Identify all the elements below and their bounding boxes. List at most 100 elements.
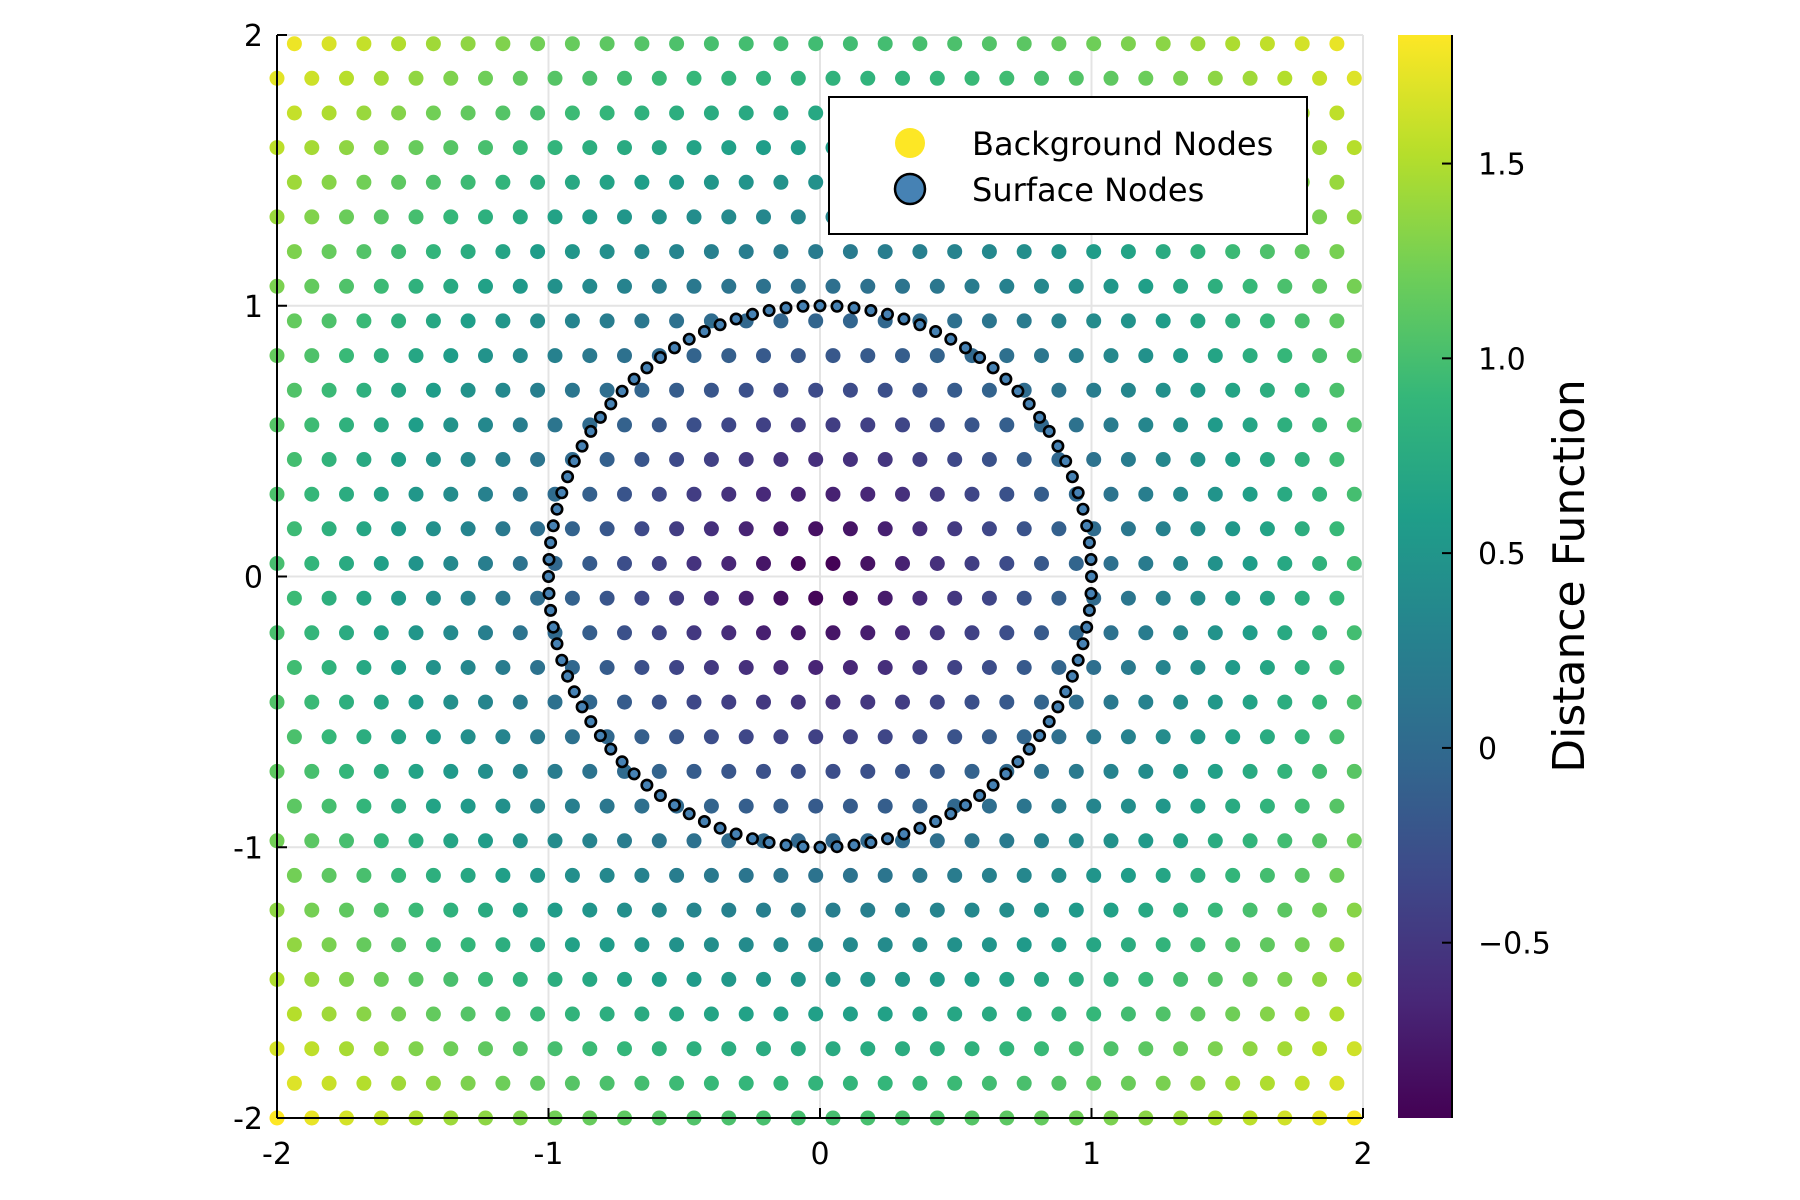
background-node [1346, 486, 1362, 502]
background-node [703, 1006, 719, 1022]
background-node [738, 244, 754, 260]
background-node [304, 70, 320, 86]
background-node [964, 902, 980, 918]
background-node [860, 70, 876, 86]
background-node [669, 1075, 685, 1091]
background-node [495, 660, 511, 675]
y-tick-label: -1 [233, 831, 263, 866]
background-node [651, 486, 667, 502]
surface-node [627, 767, 641, 781]
background-node [460, 1075, 476, 1091]
background-node [1277, 971, 1293, 987]
background-node [495, 590, 511, 606]
background-node [321, 244, 337, 260]
background-node [460, 452, 476, 467]
background-node [756, 486, 771, 502]
background-node [582, 556, 598, 571]
background-node [1103, 417, 1119, 433]
background-node [286, 1075, 302, 1091]
background-node [460, 36, 476, 52]
surface-node [575, 439, 589, 453]
background-node [1034, 348, 1049, 364]
background-node [1312, 278, 1328, 294]
x-tick-label: -2 [262, 1137, 292, 1172]
background-node [1138, 1041, 1154, 1057]
background-node [286, 798, 302, 814]
background-node [339, 902, 354, 918]
background-node [1068, 902, 1084, 918]
background-node [425, 1006, 441, 1022]
background-node [1294, 729, 1310, 745]
background-node [373, 625, 389, 641]
background-node [582, 278, 598, 294]
background-node [1242, 971, 1258, 987]
background-node [842, 1006, 858, 1022]
background-node [1225, 729, 1241, 745]
background-node [1207, 278, 1223, 294]
background-node [634, 729, 650, 745]
surface-node [729, 827, 743, 841]
background-node [686, 417, 702, 433]
background-node [1016, 452, 1032, 467]
background-node [1138, 694, 1154, 710]
background-node [964, 694, 980, 710]
background-node [356, 590, 372, 606]
background-node [808, 798, 824, 814]
background-node [634, 105, 650, 121]
background-node [339, 763, 354, 779]
background-node [1242, 833, 1258, 849]
background-node [947, 521, 963, 537]
background-node [564, 937, 580, 953]
background-node [947, 1075, 963, 1091]
surface-node [913, 821, 927, 835]
background-node [999, 417, 1015, 433]
background-node [1086, 867, 1102, 883]
background-node [860, 417, 876, 433]
background-node [1346, 348, 1362, 364]
background-node [564, 244, 580, 260]
background-node [1207, 833, 1223, 849]
background-node [651, 417, 667, 433]
background-node [356, 867, 372, 883]
background-node [425, 244, 441, 260]
background-node [617, 625, 632, 641]
surface-node [913, 318, 927, 332]
background-node [738, 729, 754, 745]
background-node [1277, 833, 1293, 849]
background-node [547, 348, 563, 364]
background-node [738, 36, 754, 52]
background-node [321, 36, 337, 52]
background-node [1207, 625, 1223, 641]
background-node [1155, 590, 1171, 606]
background-node [1086, 660, 1102, 675]
background-node [1155, 660, 1171, 675]
background-node [773, 1006, 789, 1022]
surface-node [542, 586, 556, 600]
surface-node [550, 637, 564, 651]
background-node [651, 694, 667, 710]
background-node [1346, 902, 1362, 918]
background-node [756, 625, 771, 641]
background-node [999, 833, 1015, 849]
background-node [1016, 798, 1032, 814]
background-node [1103, 902, 1119, 918]
background-node [842, 244, 858, 260]
background-node [1155, 313, 1171, 329]
background-node [1173, 1041, 1189, 1057]
background-node [1103, 833, 1119, 849]
background-node [286, 174, 302, 190]
background-node [495, 798, 511, 814]
background-node [1103, 625, 1119, 641]
background-node [1207, 486, 1223, 502]
background-node [373, 209, 389, 225]
background-node [929, 1041, 945, 1057]
background-node [790, 556, 806, 571]
background-node [1173, 763, 1189, 779]
background-node [1103, 556, 1119, 571]
axes: -2 -1 0 1 2 -2 -1 0 1 2 [233, 19, 1372, 1172]
background-node [981, 867, 997, 883]
background-node [738, 867, 754, 883]
background-node [895, 694, 910, 710]
background-node [825, 556, 841, 571]
background-node [617, 417, 632, 433]
